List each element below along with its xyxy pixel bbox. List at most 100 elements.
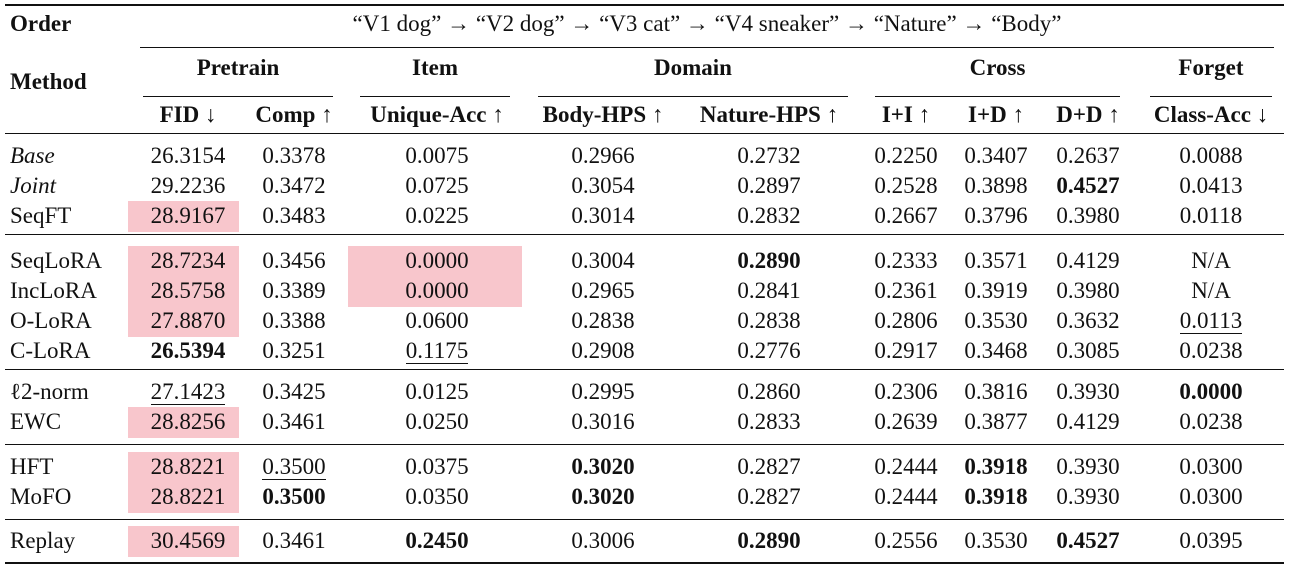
cell-comp: 0.3500 <box>248 452 340 482</box>
method-label: Method <box>10 69 87 94</box>
cell-value: 0.3006 <box>571 528 635 553</box>
cell-fid: 28.8221 <box>132 452 244 482</box>
cell-d-d: 0.4527 <box>1040 526 1136 556</box>
highlight-cell <box>128 452 239 483</box>
cell-d-d: 0.4129 <box>1040 407 1136 437</box>
cell-value: 0.0250 <box>405 409 469 434</box>
cell-i-i: 0.2556 <box>862 526 950 556</box>
cell-i-i: 0.2444 <box>862 482 950 512</box>
cell-value: 0.2776 <box>737 338 801 363</box>
cell-value: 0.1175 <box>405 337 469 364</box>
cell-body-hps: 0.3006 <box>526 526 680 556</box>
cell-value: 0.2450 <box>405 528 469 553</box>
cell-value: 0.3930 <box>1056 454 1120 479</box>
cell-fid: 29.2236 <box>132 171 244 201</box>
cell-value: N/A <box>1191 248 1231 273</box>
method-name: Base <box>10 143 55 168</box>
cell-unique-acc: 0.0225 <box>348 201 526 231</box>
cell-unique-acc: 0.2450 <box>348 526 526 556</box>
cell-i-d: 0.3898 <box>952 171 1040 201</box>
cell-d-d: 0.3930 <box>1040 482 1136 512</box>
cell-value: N/A <box>1191 278 1231 303</box>
top-rule <box>5 4 1284 6</box>
cell-class-acc: 0.0413 <box>1138 171 1284 201</box>
highlight-cell <box>128 407 239 438</box>
cell-d-d: 0.3930 <box>1040 377 1136 407</box>
cell-nature-hps: 0.2897 <box>680 171 858 201</box>
cell-value: 0.3980 <box>1056 203 1120 228</box>
cell-value: 0.2827 <box>737 454 801 479</box>
col-header-class-acc: Class-Acc ↓ <box>1153 102 1269 127</box>
cell-value: 0.3796 <box>964 203 1028 228</box>
cell-value: 0.0000 <box>405 248 469 273</box>
cell-fid: 26.5394 <box>132 336 244 366</box>
col-header-unique-acc: Unique-Acc ↑ <box>370 102 504 127</box>
cell-value: 0.2827 <box>737 484 801 509</box>
cell-nature-hps: 0.2732 <box>680 141 858 171</box>
cell-value: 0.3500 <box>262 484 326 509</box>
cell-value: 28.8256 <box>150 409 226 434</box>
cell-class-acc: 0.0300 <box>1138 452 1284 482</box>
cell-comp: 0.3425 <box>248 377 340 407</box>
order-label: Order <box>10 11 72 36</box>
cell-i-i: 0.2361 <box>862 276 950 306</box>
cell-value: 0.3980 <box>1056 278 1120 303</box>
cell-value: 0.3014 <box>571 203 635 228</box>
cell-value: 0.3930 <box>1056 379 1120 404</box>
cmid-rule-item <box>360 96 510 97</box>
cell-i-d: 0.3918 <box>952 452 1040 482</box>
col-header-i-d: I+D ↑ <box>968 102 1024 127</box>
cell-nature-hps: 0.2860 <box>680 377 858 407</box>
cell-unique-acc: 0.0000 <box>348 276 526 306</box>
cell-value: 26.5394 <box>150 338 226 363</box>
col-header-d-d: D+D ↑ <box>1056 102 1120 127</box>
cell-value: 0.2639 <box>874 409 938 434</box>
cell-body-hps: 0.2966 <box>526 141 680 171</box>
cell-class-acc: 0.0000 <box>1138 377 1284 407</box>
cell-class-acc: N/A <box>1138 246 1284 276</box>
cell-i-i: 0.2667 <box>862 201 950 231</box>
cell-i-d: 0.3530 <box>952 306 1040 336</box>
cell-value: 0.3425 <box>262 379 326 404</box>
highlight-cell <box>348 276 522 307</box>
cell-d-d: 0.3085 <box>1040 336 1136 366</box>
cell-i-i: 0.2306 <box>862 377 950 407</box>
col-header-body-hps: Body-HPS ↑ <box>542 102 664 127</box>
cell-i-i: 0.2806 <box>862 306 950 336</box>
cell-nature-hps: 0.2832 <box>680 201 858 231</box>
header-rule <box>5 133 1284 134</box>
cell-value: 0.3461 <box>262 528 326 553</box>
cell-value: 0.2841 <box>737 278 801 303</box>
cell-value: 0.0000 <box>405 278 469 303</box>
cell-i-d: 0.3816 <box>952 377 1040 407</box>
cell-value: 0.2806 <box>874 308 938 333</box>
cell-value: 28.9167 <box>150 203 226 228</box>
method-name: O-LoRA <box>10 308 92 333</box>
method-name: Replay <box>10 528 76 553</box>
cell-nature-hps: 0.2890 <box>680 246 858 276</box>
group-forget: Forget <box>1178 55 1244 80</box>
method-name: IncLoRA <box>10 278 97 303</box>
group-rule-3 <box>5 444 1284 445</box>
cell-unique-acc: 0.0075 <box>348 141 526 171</box>
cell-value: 0.0600 <box>405 308 469 333</box>
cell-unique-acc: 0.0000 <box>348 246 526 276</box>
cell-value: 29.2236 <box>150 173 226 198</box>
cell-value: 0.3016 <box>571 409 635 434</box>
method-name: MoFO <box>10 484 72 509</box>
cell-value: 0.2917 <box>874 338 938 363</box>
cell-d-d: 0.3980 <box>1040 276 1136 306</box>
cell-class-acc: 0.0113 <box>1138 306 1284 336</box>
cell-value: 0.3530 <box>964 528 1028 553</box>
method-name: SeqFT <box>10 203 72 228</box>
cell-value: 0.3388 <box>262 308 326 333</box>
cell-comp: 0.3378 <box>248 141 340 171</box>
cell-value: 0.0413 <box>1179 173 1243 198</box>
cell-comp: 0.3461 <box>248 526 340 556</box>
cell-value: 0.3468 <box>964 338 1028 363</box>
cell-i-d: 0.3919 <box>952 276 1040 306</box>
cell-class-acc: N/A <box>1138 276 1284 306</box>
group-rule-2 <box>5 369 1284 370</box>
cell-d-d: 0.4129 <box>1040 246 1136 276</box>
highlight-cell <box>128 276 239 307</box>
